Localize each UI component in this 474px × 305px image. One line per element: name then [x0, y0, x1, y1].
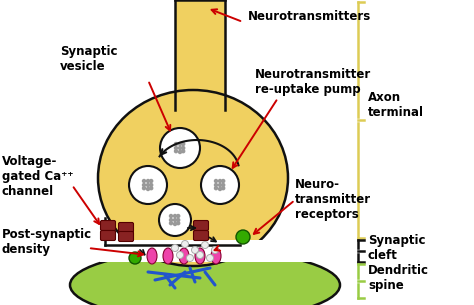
Bar — [175, 0, 225, 90]
Circle shape — [201, 166, 239, 204]
Text: Neurotransmitters: Neurotransmitters — [248, 10, 371, 23]
Circle shape — [146, 187, 150, 191]
Circle shape — [173, 222, 177, 226]
Text: Synaptic
vesicle: Synaptic vesicle — [60, 45, 118, 73]
Circle shape — [218, 187, 222, 191]
Circle shape — [176, 214, 181, 218]
FancyBboxPatch shape — [193, 221, 209, 231]
Text: Synaptic
cleft: Synaptic cleft — [368, 234, 426, 262]
Circle shape — [129, 166, 167, 204]
Circle shape — [174, 146, 178, 150]
Circle shape — [142, 183, 146, 187]
Circle shape — [236, 230, 250, 244]
Circle shape — [169, 218, 173, 222]
Circle shape — [129, 252, 141, 264]
Circle shape — [186, 254, 193, 261]
Circle shape — [221, 179, 226, 183]
Circle shape — [214, 186, 218, 190]
FancyBboxPatch shape — [100, 221, 116, 231]
FancyBboxPatch shape — [118, 231, 134, 242]
Text: Neurotransmitter
re-uptake pump: Neurotransmitter re-uptake pump — [255, 68, 371, 96]
Circle shape — [149, 183, 154, 187]
Circle shape — [201, 242, 209, 249]
FancyBboxPatch shape — [193, 231, 209, 241]
Circle shape — [146, 179, 150, 183]
Text: Dendritic
spine: Dendritic spine — [368, 264, 429, 292]
Circle shape — [172, 245, 179, 252]
Circle shape — [159, 204, 191, 236]
Circle shape — [173, 218, 177, 222]
Circle shape — [218, 183, 222, 187]
Circle shape — [182, 241, 189, 247]
Circle shape — [211, 246, 219, 253]
Circle shape — [221, 186, 226, 190]
Circle shape — [178, 142, 182, 146]
Circle shape — [173, 214, 177, 218]
FancyBboxPatch shape — [100, 231, 116, 241]
Circle shape — [142, 179, 146, 183]
Circle shape — [146, 183, 150, 187]
Circle shape — [149, 179, 154, 183]
Ellipse shape — [98, 90, 288, 266]
Circle shape — [218, 179, 222, 183]
FancyBboxPatch shape — [118, 223, 134, 232]
Circle shape — [174, 149, 178, 153]
Ellipse shape — [147, 248, 157, 264]
Circle shape — [178, 150, 182, 154]
Circle shape — [214, 179, 218, 183]
Text: Axon
terminal: Axon terminal — [368, 91, 424, 119]
Circle shape — [169, 214, 173, 218]
Circle shape — [178, 146, 182, 150]
Circle shape — [214, 183, 218, 187]
Ellipse shape — [70, 250, 340, 305]
Circle shape — [221, 183, 226, 187]
Circle shape — [191, 246, 199, 253]
Circle shape — [160, 128, 200, 168]
Circle shape — [176, 252, 183, 259]
Ellipse shape — [211, 248, 221, 264]
Bar — [175, 85, 225, 145]
Ellipse shape — [163, 248, 173, 264]
Circle shape — [169, 221, 173, 225]
Bar — [100, 240, 330, 262]
Circle shape — [181, 149, 185, 153]
Circle shape — [142, 186, 146, 190]
Circle shape — [176, 221, 181, 225]
Circle shape — [181, 142, 185, 146]
Circle shape — [174, 142, 178, 146]
Text: Post-synaptic
density: Post-synaptic density — [2, 228, 92, 256]
Ellipse shape — [195, 248, 205, 264]
Circle shape — [197, 252, 203, 259]
Ellipse shape — [179, 248, 189, 264]
Circle shape — [176, 218, 181, 222]
Text: Neuro-
transmitter
receptors: Neuro- transmitter receptors — [295, 178, 371, 221]
Circle shape — [181, 146, 185, 150]
Circle shape — [207, 254, 213, 261]
Circle shape — [149, 186, 154, 190]
Text: Voltage-
gated Ca⁺⁺
channel: Voltage- gated Ca⁺⁺ channel — [2, 155, 73, 198]
